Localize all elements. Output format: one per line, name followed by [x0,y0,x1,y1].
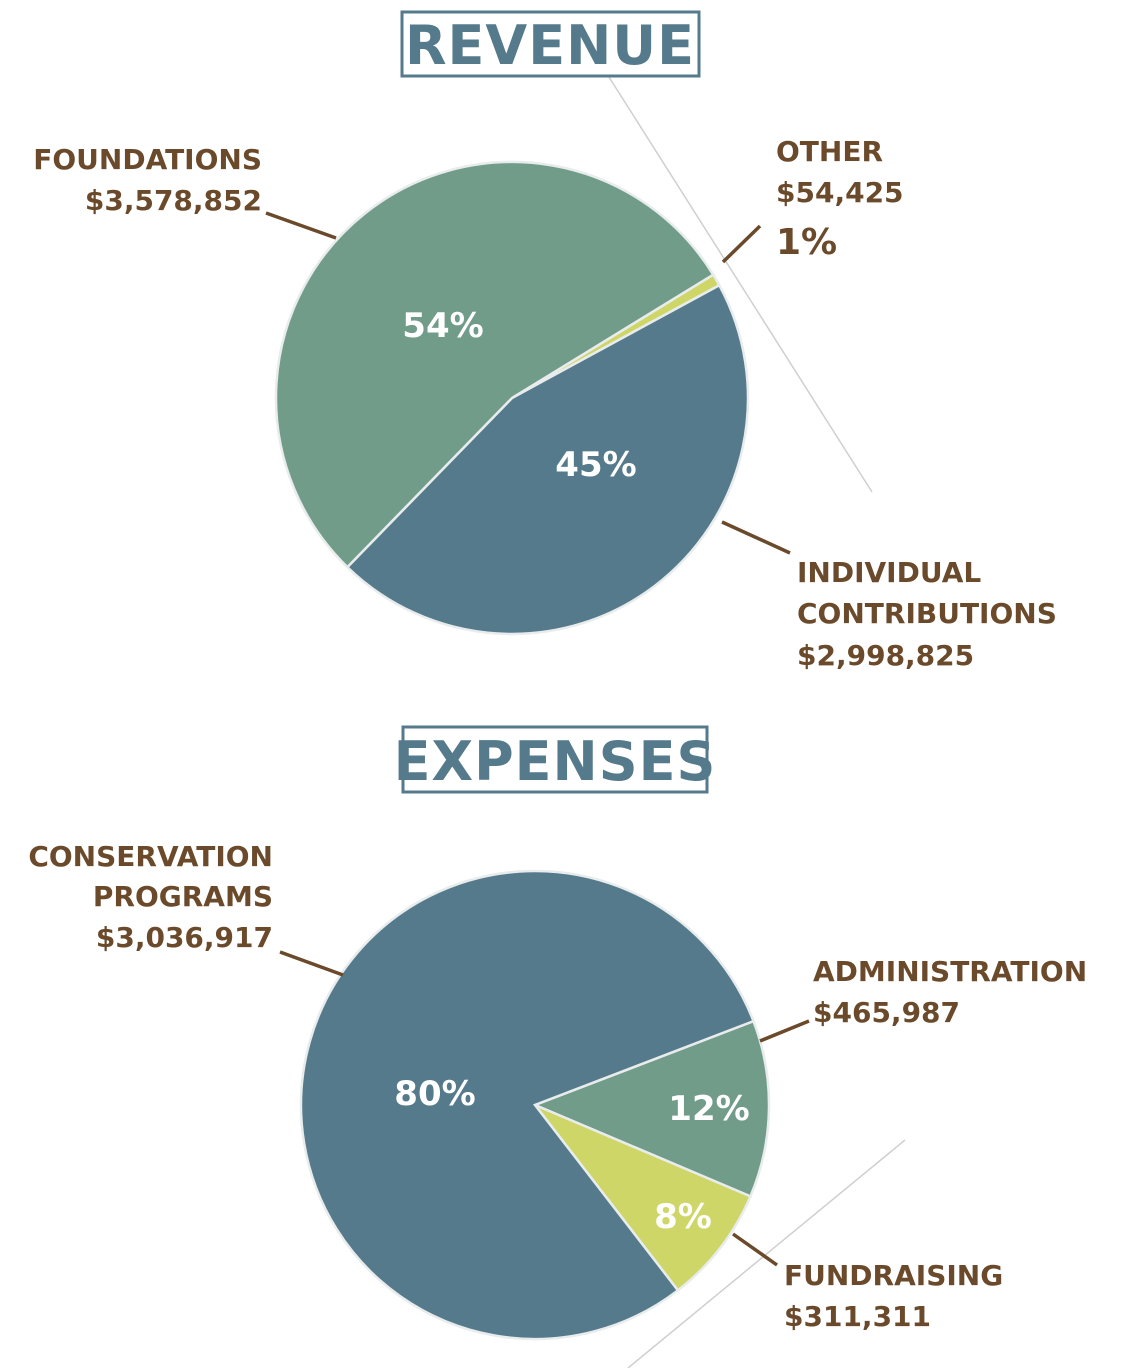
individual-label-line2: CONTRIBUTIONS [797,597,1057,630]
expenses-title-box [401,725,709,794]
individual-leader-line [721,520,791,555]
conservation-label-line1: CONSERVATION [28,840,273,873]
foundations-leader-line [265,211,337,240]
pie-slice-fundraising [531,1101,753,1293]
fundraising-leader-line [731,1232,779,1267]
other-percent-label: 1% [776,222,837,263]
conservation-percent-label: 80% [394,1074,475,1114]
pie-slice-administration [531,1019,771,1198]
expenses-pie [299,869,771,1341]
administration-amount: $465,987 [813,996,960,1029]
expenses-chart: EXPENSES CONSERVATION PROGRAMS $3,036,91… [28,725,1087,1341]
revenue-chart: REVENUE FOUNDATIONS $3,578,852 OTHER $54… [33,10,1057,672]
pie-slice-individual-contributions [345,283,750,636]
foundations-amount: $3,578,852 [85,184,262,217]
pie-slice-conservation-programs [299,869,756,1341]
conservation-amount: $3,036,917 [96,921,273,954]
foundations-percent-label: 54% [402,306,483,346]
revenue-pie [274,160,750,636]
conservation-leader-line [279,950,344,977]
administration-percent-label: 12% [668,1089,749,1129]
foundations-label: FOUNDATIONS [33,143,262,176]
individual-amount: $2,998,825 [797,639,974,672]
individual-label-line1: INDIVIDUAL [797,556,981,589]
revenue-title-box [400,10,701,78]
administration-leader-line [759,1019,810,1043]
other-leader-line [721,224,762,264]
individual-percent-label: 45% [555,445,636,485]
pie-slice-foundations [274,160,715,569]
expenses-title: EXPENSES [394,730,717,793]
conservation-label-line2: PROGRAMS [93,880,273,913]
revenue-title: REVENUE [405,14,695,77]
fundraising-amount: $311,311 [784,1300,931,1333]
administration-label: ADMINISTRATION [813,955,1087,988]
fundraising-percent-label: 8% [654,1197,712,1237]
decorative-guide-line [627,1139,906,1368]
fundraising-label: FUNDRAISING [784,1259,1003,1292]
other-label: OTHER [776,135,883,168]
other-amount: $54,425 [776,176,904,209]
decorative-guide-line [601,65,873,493]
